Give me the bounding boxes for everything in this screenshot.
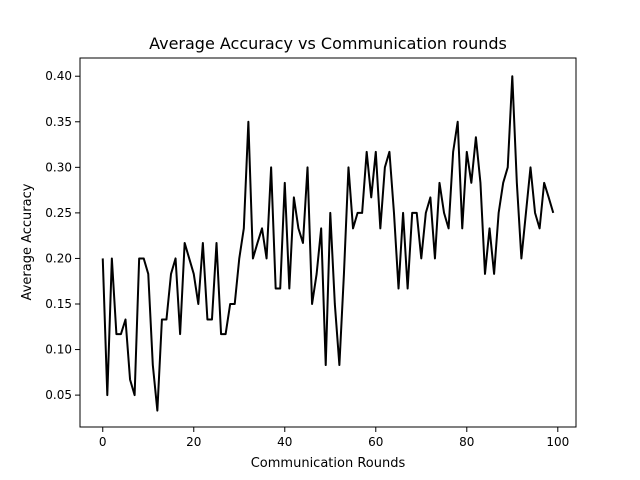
y-tick-label: 0.20 — [45, 251, 72, 265]
y-axis: 0.05 0.10 0.15 0.20 0.25 0.30 0.35 0.40 — [45, 69, 80, 402]
y-tick-label: 0.30 — [45, 160, 72, 174]
x-tick-label: 0 — [99, 435, 107, 449]
x-axis-label: Communication Rounds — [251, 456, 406, 471]
plot-frame — [79, 57, 577, 428]
x-tick-label: 40 — [277, 435, 292, 449]
y-axis-label: Average Accuracy — [20, 183, 35, 300]
x-tick-label: 80 — [459, 435, 474, 449]
y-tick-label: 0.25 — [45, 206, 72, 220]
y-tick-label: 0.35 — [45, 115, 72, 129]
accuracy-line — [101, 75, 555, 412]
chart-title: Average Accuracy vs Communication rounds — [149, 34, 507, 53]
x-axis: 0 20 40 60 80 100 — [99, 427, 569, 449]
x-tick-label: 20 — [186, 435, 201, 449]
y-tick-label: 0.15 — [45, 297, 72, 311]
x-tick-label: 60 — [368, 435, 383, 449]
y-tick-label: 0.05 — [45, 388, 72, 402]
y-tick-label: 0.40 — [45, 69, 72, 83]
x-tick-label: 100 — [546, 435, 569, 449]
y-tick-label: 0.10 — [45, 343, 72, 357]
